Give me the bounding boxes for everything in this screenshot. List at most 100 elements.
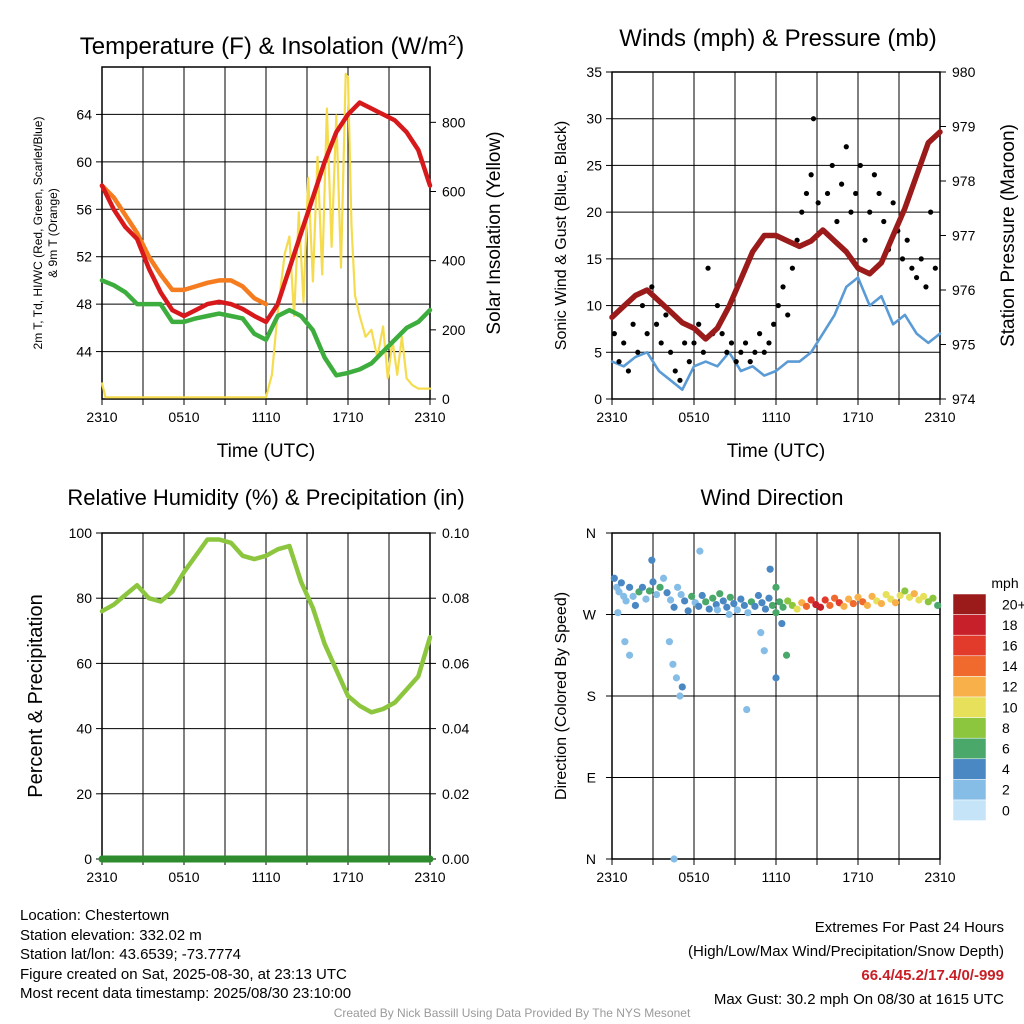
colorbar-title: mph: [991, 575, 1018, 591]
colorbar-label: 2: [1002, 782, 1010, 798]
gust-point: [913, 274, 920, 281]
gust-point: [932, 265, 938, 271]
colorbar-swatch: [952, 696, 987, 718]
direction-point: [677, 590, 685, 599]
gust-point: [635, 349, 641, 355]
temp-ytick-right-label: 200: [442, 322, 466, 338]
colorbar-label: 0: [1002, 802, 1010, 818]
direction-point: [854, 593, 862, 601]
wind-xtick-label: 1110: [761, 409, 790, 425]
temp-xtick-label: 1110: [251, 409, 280, 425]
wind-ytick-label: 15: [586, 251, 602, 267]
rh-ytick-right-label: 0.06: [442, 655, 469, 671]
direction-point: [757, 629, 765, 637]
wind-ytick-label: 25: [586, 157, 602, 173]
direction-point: [845, 595, 853, 603]
gust-point: [719, 331, 725, 337]
gust-point: [876, 190, 882, 197]
direction-point: [779, 603, 787, 611]
direction-point: [740, 601, 748, 610]
wind-xtick-label: 2310: [924, 409, 955, 425]
temp-ytick-right-label: 0: [442, 391, 450, 407]
temp-ytick-label: 44: [76, 344, 92, 360]
dir-ylabel: Direction (Colored By Speed): [553, 592, 570, 800]
direction-point: [782, 651, 791, 659]
direction-point: [696, 547, 704, 555]
direction-point: [891, 599, 900, 607]
direction-point: [793, 605, 801, 613]
temp-ylabel-right: Solar Insolation (Yellow): [484, 131, 505, 334]
colorbar-label: 8: [1002, 720, 1010, 736]
gust-point: [639, 302, 646, 309]
wind-ytick-label: 35: [586, 64, 602, 80]
direction-point: [716, 590, 724, 598]
direction-point: [920, 592, 928, 600]
station-elevation: Station elevation: 332.02 m: [20, 926, 202, 944]
direction-point: [725, 610, 733, 619]
direction-point: [670, 603, 678, 611]
direction-point: [765, 594, 773, 602]
dewpoint-line: [99, 278, 433, 378]
wind-ytick-right-label: 974: [952, 391, 976, 407]
gust-point: [696, 321, 702, 327]
colorbar-swatch: [952, 758, 987, 780]
station-latlon: Station lat/lon: 43.6539; -73.7774: [20, 946, 242, 963]
colorbar-swatch: [952, 779, 987, 801]
wind-ylabel-right: Station Pressure (Maroon): [998, 124, 1019, 347]
wind-ylabel: Sonic Wind & Gust (Blue, Black): [553, 121, 570, 350]
rh-ytick-label: 40: [76, 721, 92, 737]
rh-frame: [101, 532, 431, 865]
gust-point: [714, 302, 721, 309]
gust-point: [799, 209, 805, 215]
direction-point: [645, 587, 654, 595]
gust-point: [881, 218, 887, 225]
direction-point: [802, 602, 811, 610]
direction-point: [719, 597, 727, 605]
dir-frame: [611, 532, 941, 865]
gust-point: [728, 340, 735, 346]
wind-xtick-label: 1710: [842, 409, 873, 425]
colorbar-swatch: [952, 799, 987, 821]
direction-point: [702, 598, 710, 606]
colorbar-swatch: [952, 676, 987, 698]
temp-ytick-label: 64: [76, 106, 92, 122]
gust-point: [733, 359, 739, 365]
colorbar-label: 4: [1002, 761, 1010, 777]
wind-ytick-label: 5: [594, 344, 602, 360]
gust-point: [848, 209, 854, 215]
gust-point: [839, 181, 845, 187]
rh-line: [99, 537, 433, 715]
direction-point: [622, 597, 630, 605]
dir-xtick-label: 1110: [761, 869, 790, 885]
direction-point: [656, 583, 664, 591]
colorbar-label: 18: [1002, 617, 1018, 633]
colorbar-swatch: [952, 614, 987, 636]
dir-ytick-label: E: [587, 770, 596, 786]
station-location: Location: Chestertown: [20, 907, 170, 924]
direction-point: [681, 597, 689, 605]
direction-point: [642, 595, 650, 603]
direction-point: [621, 638, 629, 646]
gust-point: [677, 377, 683, 383]
rh-xtick-label: 2310: [86, 869, 117, 885]
direction-point: [663, 589, 671, 597]
direction-point: [910, 590, 918, 598]
temp-xtick-label: 0510: [168, 409, 199, 425]
direction-point: [695, 602, 703, 610]
gust-point: [899, 256, 906, 262]
temp-ytick-right-label: 600: [442, 184, 466, 200]
temp-xtick-label: 2310: [86, 409, 117, 425]
rh-ytick-label: 0: [84, 851, 92, 867]
max-gust: Max Gust: 30.2 mph On 08/30 at 1615 UTC: [713, 991, 1004, 1008]
temp-ytick-label: 48: [76, 296, 92, 312]
gust-point: [649, 284, 655, 290]
direction-point: [863, 601, 871, 610]
gust-point: [867, 209, 873, 215]
temp-xtick-label: 1710: [332, 409, 363, 425]
extremes-values: 66.4/45.2/17.4/0/-999: [861, 967, 1004, 984]
direction-point: [617, 579, 625, 587]
colorbar-swatch: [952, 737, 987, 760]
direction-point: [768, 601, 777, 610]
wind-title: Winds (mph) & Pressure (mb): [619, 25, 936, 52]
